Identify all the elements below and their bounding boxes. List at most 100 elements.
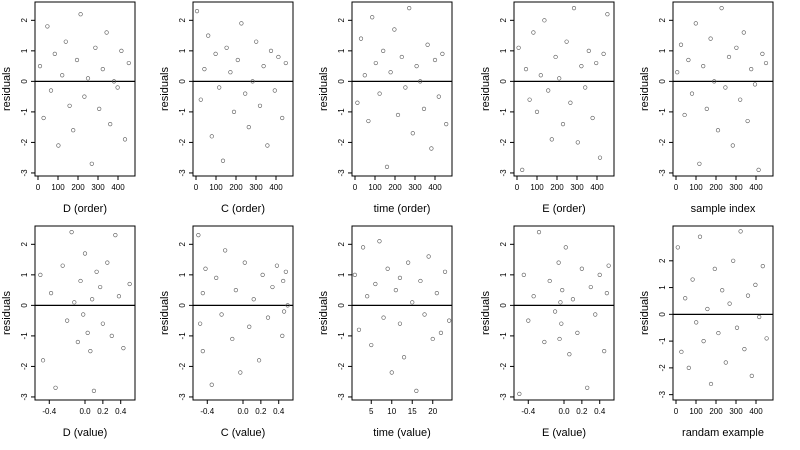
point: [575, 330, 580, 335]
x-tick-label: 100: [368, 183, 382, 192]
point: [421, 106, 427, 111]
point: [516, 45, 521, 50]
point: [429, 146, 434, 151]
point: [109, 333, 114, 338]
y-tick-label: 1: [337, 48, 346, 53]
point: [442, 269, 448, 274]
y-tick-label: 1: [499, 272, 508, 277]
x-tick-label: -0.4: [200, 407, 214, 416]
y-tick-label: 2: [499, 242, 508, 247]
point: [590, 115, 595, 121]
point: [690, 277, 695, 282]
x-tick-label: 20: [428, 407, 437, 416]
point: [575, 140, 580, 145]
point: [256, 358, 262, 363]
point: [246, 125, 251, 130]
point: [74, 57, 80, 63]
point: [407, 6, 412, 11]
y-tick-label: 1: [20, 272, 29, 277]
y-tick-label: -3: [658, 391, 667, 399]
point: [583, 85, 588, 90]
point: [594, 60, 599, 66]
x-tick-label: 400: [749, 407, 763, 416]
x-tick-label: 0: [674, 183, 679, 192]
point: [233, 288, 238, 293]
y-tick-label: 1: [658, 285, 667, 290]
point: [206, 33, 211, 38]
point: [526, 318, 531, 323]
x-tick-label: 0.0: [558, 407, 570, 416]
point: [397, 321, 403, 326]
y-tick-label: -1: [178, 108, 187, 116]
point: [715, 128, 721, 133]
point: [280, 115, 285, 121]
point: [756, 167, 761, 172]
point: [358, 36, 364, 41]
y-tick-label: 2: [337, 242, 346, 247]
x-tick-label: 300: [249, 183, 263, 192]
point: [67, 103, 72, 108]
y-tick-label: -3: [178, 169, 187, 177]
point: [122, 137, 128, 142]
x-tick-label: 300: [408, 183, 422, 192]
point: [230, 336, 235, 342]
point: [753, 282, 758, 287]
point: [521, 272, 526, 277]
panel: 0 100 200 300 400 -3 -2 -1 0 1 2 C (order) residuals: [159, 1, 294, 215]
point: [228, 70, 233, 75]
x-tick-label: 0.4: [273, 407, 285, 416]
point: [440, 51, 445, 56]
y-axis-label: residuals: [1, 66, 13, 111]
point: [605, 12, 610, 17]
point: [281, 309, 287, 314]
panel: 0 100 200 300 400 -3 -2 -1 0 1 2 E (order) residuals: [480, 1, 615, 215]
point: [265, 315, 271, 320]
point: [694, 320, 699, 325]
point: [100, 67, 105, 72]
plot-frame: [672, 1, 774, 177]
point: [675, 70, 680, 75]
point: [701, 339, 706, 344]
point: [560, 288, 565, 293]
point: [708, 381, 714, 387]
point: [438, 330, 444, 335]
x-tick-label: 200: [388, 183, 402, 192]
y-tick-label: 2: [499, 18, 508, 23]
point: [239, 21, 244, 26]
point: [745, 293, 751, 298]
point: [356, 327, 362, 332]
point: [37, 64, 43, 69]
point: [251, 297, 256, 302]
point: [683, 296, 688, 301]
point: [430, 336, 435, 342]
point: [432, 57, 438, 63]
y-tick-label: 0: [20, 303, 29, 308]
point: [517, 391, 522, 396]
point: [686, 57, 691, 63]
y-tick-label: -3: [337, 393, 346, 401]
plot-frame: [34, 1, 136, 177]
point: [585, 385, 590, 390]
point: [72, 300, 77, 305]
point: [571, 6, 577, 11]
y-tick-label: 1: [499, 48, 508, 53]
x-tick-label: 0.2: [255, 407, 267, 416]
point: [381, 315, 386, 320]
point: [678, 42, 684, 47]
point: [719, 6, 724, 11]
point: [701, 64, 706, 69]
y-tick-label: 0: [337, 303, 346, 308]
y-axis-label: residuals: [318, 290, 330, 335]
point: [763, 60, 769, 66]
y-tick-label: 0: [20, 79, 29, 84]
point: [434, 291, 439, 296]
y-tick-label: -3: [20, 393, 29, 401]
point: [41, 115, 46, 121]
point: [742, 347, 747, 352]
point: [81, 312, 86, 317]
point: [734, 325, 740, 330]
point: [593, 312, 598, 317]
y-tick-label: 2: [20, 18, 29, 23]
point: [209, 382, 214, 387]
point: [586, 48, 591, 53]
